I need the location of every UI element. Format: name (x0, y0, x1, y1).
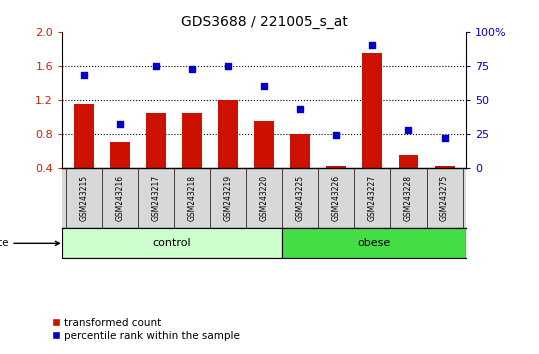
Point (151, 63, 160, 69)
Bar (434, 166, 454, 168)
Bar (74, 104, 94, 168)
Text: GSM243225: GSM243225 (296, 175, 305, 221)
Text: GSM243219: GSM243219 (224, 175, 232, 221)
Point (296, 107, 305, 112)
Text: control: control (153, 238, 191, 248)
Legend: transformed count, percentile rank within the sample: transformed count, percentile rank withi… (49, 314, 244, 345)
Point (332, 132, 341, 138)
Bar (62, 228, 282, 258)
Bar (291, 134, 310, 168)
Text: GSM243217: GSM243217 (151, 175, 160, 221)
Bar (398, 155, 418, 168)
Point (188, 66, 196, 72)
Text: GSM243226: GSM243226 (332, 175, 341, 221)
Point (224, 63, 232, 69)
Bar (327, 166, 346, 168)
Bar (182, 113, 202, 168)
Text: GSM243227: GSM243227 (368, 175, 377, 221)
Text: GSM243220: GSM243220 (260, 175, 268, 221)
Text: GSM243218: GSM243218 (188, 175, 196, 221)
Bar (282, 228, 466, 258)
Point (115, 121, 124, 127)
Text: disease state: disease state (0, 238, 59, 248)
Point (368, 42, 377, 48)
Text: GSM243228: GSM243228 (404, 175, 413, 221)
Point (260, 84, 268, 89)
Text: GSM243215: GSM243215 (79, 175, 88, 221)
Point (79, 73, 88, 78)
Bar (254, 121, 274, 168)
Text: GSM243216: GSM243216 (115, 175, 124, 221)
Bar (146, 113, 166, 168)
Bar (218, 100, 238, 168)
Title: GDS3688 / 221005_s_at: GDS3688 / 221005_s_at (181, 16, 348, 29)
Point (440, 135, 449, 141)
Bar (110, 142, 130, 168)
Text: GSM243275: GSM243275 (440, 175, 449, 221)
Point (404, 127, 413, 132)
Text: obese: obese (357, 238, 391, 248)
Bar (362, 53, 382, 168)
